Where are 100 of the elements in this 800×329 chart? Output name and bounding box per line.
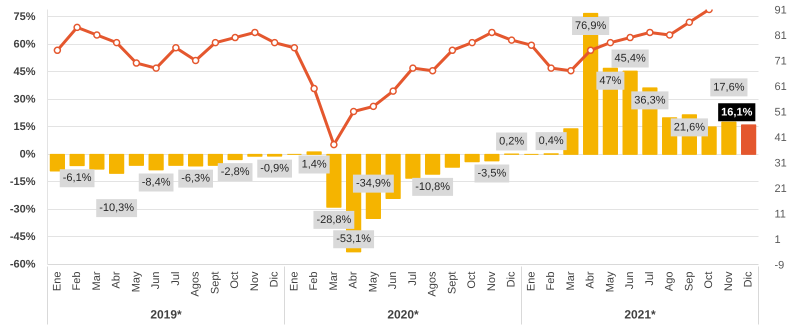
x-tick-label: May: [367, 271, 380, 292]
x-tick-label: Agos: [426, 271, 439, 297]
y-tick-label: 75%: [13, 10, 36, 23]
point: [468, 38, 476, 46]
data-label: 1,4%: [302, 158, 327, 170]
point: [686, 18, 694, 26]
data-label: -2,8%: [220, 166, 250, 178]
point: [112, 38, 120, 46]
x-tick-label: Oct: [229, 271, 242, 289]
text: 2020*: [387, 308, 420, 322]
x-tick-label: Feb: [545, 271, 558, 290]
data-label: 0,4%: [538, 135, 564, 148]
bar: [188, 154, 204, 166]
x-tick-label: Sep: [683, 271, 696, 292]
data-label: -10,3%: [99, 202, 134, 214]
x-tick-label: Ago: [664, 271, 676, 292]
point: [646, 28, 654, 36]
y2-tick-label: 31: [774, 158, 787, 170]
x-tick-label: Sept: [209, 271, 222, 294]
text: 2021*: [624, 308, 656, 322]
x-tick-label: Nov: [722, 271, 735, 292]
y2-tick-label: 21: [774, 183, 787, 195]
y2-tick-label: 41: [774, 132, 787, 144]
x-tick-label: Mar: [564, 271, 577, 290]
x-tick-label: Nov: [486, 271, 498, 292]
point: [586, 46, 594, 54]
x-tick-label: Jul: [170, 272, 182, 286]
point: [508, 36, 516, 44]
point: [231, 34, 239, 42]
bar: [444, 154, 460, 168]
bar: [326, 154, 342, 208]
point: [192, 56, 200, 64]
x-tick-label: Jul: [406, 272, 419, 286]
x-tick-label: Dic: [506, 271, 518, 288]
point: [448, 46, 456, 54]
point: [350, 108, 358, 116]
data-label: -53,1%: [336, 233, 372, 246]
data-label: -34,9%: [356, 178, 392, 190]
y2-tick-label: 11: [774, 208, 786, 220]
y-tick-label: -45%: [10, 230, 36, 243]
point: [330, 140, 338, 148]
bar: [228, 154, 243, 160]
x-tick-label: May: [604, 271, 616, 292]
data-label: 45,4%: [614, 52, 646, 65]
bar: [148, 154, 164, 170]
bar: [50, 154, 65, 172]
y2-tick-label: -9: [774, 260, 784, 272]
data-label: -10,8%: [415, 180, 450, 193]
data-label: -8,4%: [142, 176, 171, 188]
x-tick-label: Feb: [71, 271, 84, 290]
x-tick-label: Jun: [624, 271, 636, 290]
y2-tick-label: 51: [774, 106, 787, 118]
bar: [464, 154, 480, 162]
data-label: -6,3%: [181, 172, 210, 185]
x-tick-label: May: [130, 271, 142, 292]
y-tick-label: 0%: [20, 148, 36, 160]
point: [567, 66, 575, 74]
x-tick-label: Mar: [90, 271, 103, 290]
x-tick-label: Ene: [525, 271, 538, 292]
y-tick-label: 15%: [13, 120, 36, 133]
y-tick-label: -30%: [10, 203, 36, 216]
data-label: 36,3%: [634, 94, 666, 106]
x-tick-label: Agos: [190, 271, 202, 297]
point: [172, 44, 180, 52]
bar: [89, 154, 104, 170]
point: [290, 44, 298, 52]
data-label: 76,9%: [575, 20, 606, 32]
data-label: 17,6%: [713, 81, 745, 94]
bar: [741, 124, 756, 155]
x-tick-label: Abr: [110, 271, 123, 289]
bar: [109, 154, 124, 174]
y-tick-label: 45%: [13, 66, 36, 78]
bar: [128, 154, 144, 166]
x-tick-label: Jul: [644, 272, 656, 286]
point: [251, 28, 259, 36]
point: [310, 84, 318, 92]
bar: [70, 154, 85, 166]
data-label: 16,1%: [721, 106, 753, 118]
x-tick-label: Jun: [387, 271, 400, 290]
bar: [484, 154, 500, 162]
point: [370, 102, 378, 110]
y2-tick-label: 81: [774, 30, 787, 42]
x-tick-label: Abr: [584, 271, 597, 289]
x-tick-label: Abr: [348, 271, 360, 289]
y2-tick-label: 91: [774, 4, 787, 16]
x-tick-label: Sept: [446, 271, 458, 294]
data-label: -0,9%: [260, 162, 290, 175]
data-label: -6,1%: [62, 172, 92, 184]
y2-tick-label: 1: [774, 234, 781, 246]
point: [409, 64, 417, 72]
x-tick-label: Dic: [742, 271, 755, 288]
point: [152, 64, 160, 72]
y-tick-label: -60%: [10, 258, 36, 270]
x-tick-label: Mar: [328, 271, 340, 290]
data-label: 21,6%: [674, 121, 706, 134]
x-tick-label: Jun: [150, 271, 162, 290]
bar: [306, 151, 322, 155]
y2-tick-label: 71: [774, 56, 787, 68]
x-tick-label: Dic: [268, 271, 281, 288]
point: [212, 38, 220, 46]
